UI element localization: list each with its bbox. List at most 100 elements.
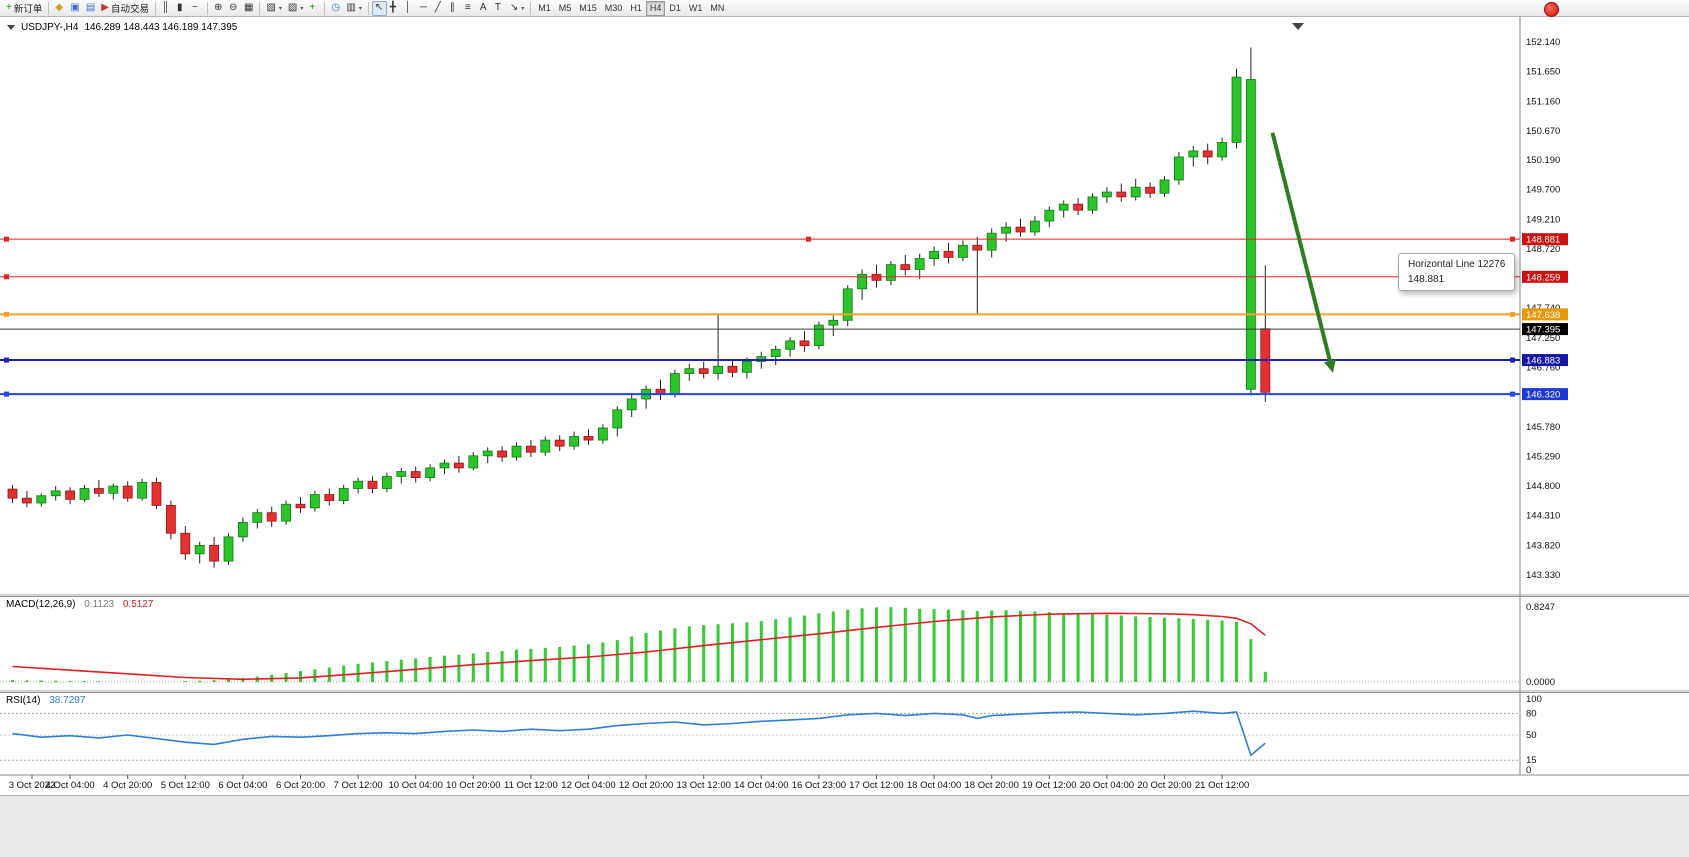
data-window-icon[interactable]: ▤ — [83, 1, 98, 16]
macd-histogram-bar — [1163, 617, 1166, 682]
macd-histogram-bar — [1091, 614, 1094, 682]
svg-text:20 Oct 04:00: 20 Oct 04:00 — [1080, 780, 1134, 791]
trend-arrow[interactable] — [1270, 132, 1333, 366]
svg-text:19 Oct 12:00: 19 Oct 12:00 — [1022, 780, 1076, 791]
svg-text:18 Oct 20:00: 18 Oct 20:00 — [964, 780, 1018, 791]
macd-histogram-bar — [227, 679, 230, 682]
svg-text:151.160: 151.160 — [1526, 96, 1560, 107]
macd-histogram-bar — [615, 640, 619, 682]
terminal-area — [0, 795, 1689, 857]
macd-histogram-bar — [1191, 619, 1195, 682]
autotrading-button[interactable]: ▶ 自动交易 — [98, 1, 152, 16]
fibonacci-icon[interactable]: ≡ — [462, 1, 477, 16]
toolbar-separator — [154, 1, 156, 15]
macd-histogram-bar — [673, 628, 677, 682]
cursor-icon[interactable]: ↖ — [371, 0, 387, 16]
line-handle[interactable] — [1510, 357, 1515, 363]
svg-text:152.140: 152.140 — [1526, 37, 1560, 48]
trendline-icon[interactable]: ╱ — [432, 1, 447, 16]
macd-histogram-bar — [543, 647, 547, 682]
line-handle[interactable] — [1510, 236, 1515, 242]
macd-histogram-bar — [414, 658, 418, 682]
chart-canvas[interactable]: 152.140 151.650 151.160 150.670 150.190 149.7… — [0, 17, 1689, 795]
price-badge — [1522, 354, 1568, 367]
line-handle[interactable] — [1510, 311, 1515, 317]
chart-shift-icon[interactable] — [1292, 23, 1304, 30]
svg-text:4 Oct 04:00: 4 Oct 04:00 — [46, 780, 95, 791]
svg-text:145.780: 145.780 — [1526, 422, 1560, 433]
svg-text:12 Oct 04:00: 12 Oct 04:00 — [561, 780, 615, 791]
line-handle[interactable] — [4, 274, 9, 280]
expert-advisors-icon[interactable]: ◆ — [52, 1, 67, 16]
profiles-icon[interactable]: ▣ — [67, 1, 82, 16]
panel-separator[interactable] — [0, 593, 1689, 597]
tf-h1[interactable]: H1 — [626, 1, 646, 16]
macd-histogram-bar — [1019, 610, 1022, 682]
tooltip-value: 148.881 — [1408, 274, 1445, 285]
text-label-icon[interactable]: T — [492, 1, 507, 16]
text-icon[interactable]: A — [477, 1, 492, 16]
tf-m30[interactable]: M30 — [601, 1, 627, 16]
auto-scroll-icon[interactable]: ◷ — [328, 1, 343, 16]
svg-text:18 Oct 04:00: 18 Oct 04:00 — [907, 780, 961, 791]
macd-signal-line — [12, 612, 1266, 681]
macd-histogram-bar — [918, 608, 922, 682]
macd-histogram-bar — [1033, 611, 1037, 682]
svg-text:147.395: 147.395 — [1526, 325, 1560, 336]
line-handle[interactable] — [4, 311, 9, 317]
macd-histogram-bar — [1249, 639, 1253, 682]
tf-h4[interactable]: H4 — [645, 0, 666, 16]
arrows-icon[interactable]: ↘ ▾ — [507, 1, 527, 16]
vertical-line-icon[interactable]: │ — [402, 1, 417, 16]
line-chart-icon[interactable]: ~ — [189, 1, 204, 16]
macd-histogram-bar — [947, 609, 950, 682]
macd-panel: 0.8247 0.0000 — [0, 602, 1555, 688]
zoom-in-icon[interactable]: ⊕ — [211, 1, 226, 16]
new-order-button[interactable]: + 新订单 — [3, 1, 45, 16]
line-handle[interactable] — [4, 236, 9, 242]
tf-m1[interactable]: M1 — [534, 1, 555, 16]
record-icon[interactable] — [1544, 2, 1559, 17]
toolbar-separator — [367, 1, 369, 15]
tf-mn[interactable]: MN — [706, 1, 728, 16]
tf-w1[interactable]: W1 — [685, 1, 707, 16]
svg-text:144.800: 144.800 — [1526, 481, 1560, 492]
tf-m5[interactable]: M5 — [555, 1, 576, 16]
horizontal-line-icon[interactable]: ─ — [417, 1, 432, 16]
macd-histogram-bar — [83, 681, 86, 682]
svg-text:149.210: 149.210 — [1526, 214, 1560, 225]
line-handle[interactable] — [1510, 391, 1515, 397]
line-handle[interactable] — [4, 391, 9, 397]
tile-windows-icon[interactable]: ▦ — [241, 1, 256, 16]
tf-m15[interactable]: M15 — [575, 1, 601, 16]
channel-icon[interactable]: ∥ — [447, 1, 462, 16]
chart-shift-button[interactable]: ▥ ▾ — [343, 1, 364, 16]
macd-histogram-bar — [1004, 610, 1008, 682]
tf-d1[interactable]: D1 — [665, 1, 685, 16]
crosshair-icon[interactable]: ╋ — [387, 1, 402, 16]
macd-histogram-bar — [572, 645, 576, 682]
macd-histogram-bar — [1105, 614, 1109, 682]
rsi-panel: 100 80 50 150 — [0, 694, 1542, 776]
trend-arrow-head[interactable] — [1323, 359, 1336, 373]
macd-histogram-bar — [788, 617, 792, 682]
macd-histogram-bar — [1220, 620, 1224, 682]
panel-separator[interactable] — [0, 689, 1689, 693]
zoom-out-icon[interactable]: ⊖ — [226, 1, 241, 16]
add-indicator-icon[interactable]: + — [306, 1, 321, 16]
macd-histogram-bar — [39, 680, 43, 682]
candlestick-chart-icon[interactable]: ▮ — [174, 1, 189, 16]
chart-profiles-icon[interactable]: ▨ ▾ — [285, 1, 306, 16]
macd-histogram-bar — [212, 680, 216, 682]
toolbar-separator — [324, 1, 326, 15]
toolbar: + 新订单 ◆ ▣ ▤ ▶ 自动交易 ║ ▮ ~ ⊕ ⊖ ▦ ▧ ▾ ▨ ▾ + ◷ ▥ ▾ ↖ ╋ │ ─ ╱ ∥ ≡ A T ↘ ▾ M1 M… — [0, 0, 1689, 17]
macd-histogram-bar — [11, 680, 14, 682]
toolbar-separator — [259, 1, 261, 15]
new-chart-icon[interactable]: ▧ ▾ — [263, 1, 284, 16]
macd-histogram-bar — [817, 613, 821, 682]
bar-chart-icon[interactable]: ║ — [159, 1, 174, 16]
line-handle[interactable] — [806, 236, 811, 242]
line-handle[interactable] — [4, 357, 9, 363]
macd-histogram-bar — [428, 656, 432, 682]
